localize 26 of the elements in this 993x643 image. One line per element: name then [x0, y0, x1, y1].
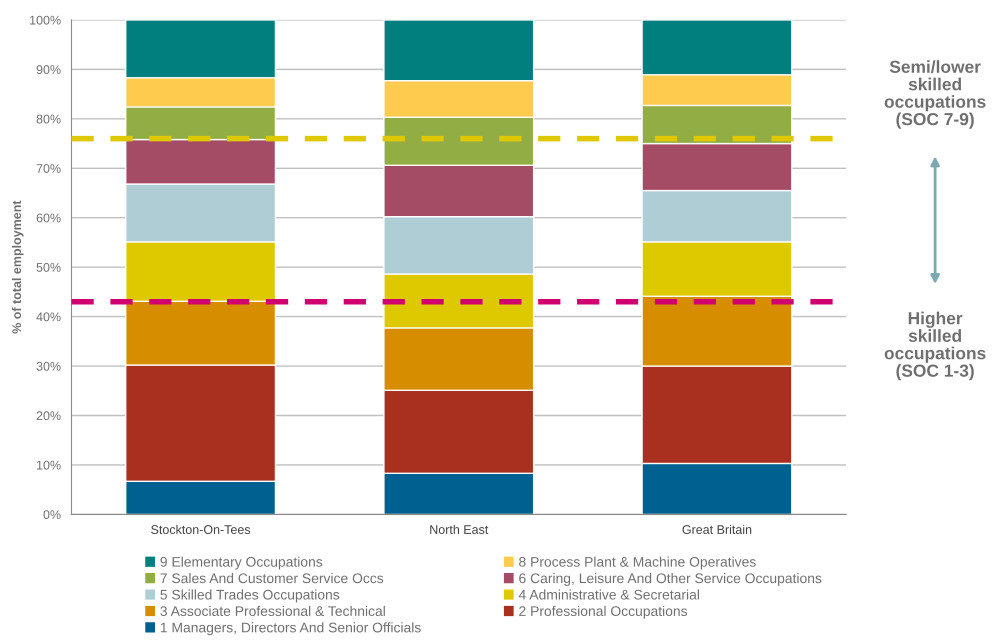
y-tick-label: 90%: [36, 65, 61, 74]
legend-label: 7 Sales And Customer Service Occs: [160, 572, 384, 584]
legend-label: 4 Administrative & Secretarial: [518, 589, 699, 600]
y-tick-label: 100%: [30, 16, 61, 25]
legend-label: 9 Elementary Occupations: [160, 556, 322, 570]
y-tick-label: 50%: [36, 262, 61, 272]
ref-line-label: Higher skilled occupations (SOC 1-3): [884, 312, 986, 380]
y-tick-label: 60%: [36, 214, 61, 222]
legend-label: 1 Managers, Directors And Senior Officials: [160, 622, 421, 636]
y-tick-label: 10%: [37, 460, 61, 470]
y-tick-label: 20%: [36, 411, 61, 420]
legend-label: 8 Process Plant & Machine Operatives: [519, 556, 756, 570]
legend-label: 2 Professional Occupations: [519, 606, 688, 619]
y-tick-label: 80%: [36, 114, 61, 124]
y-tick-label: 70%: [36, 164, 61, 173]
y-axis-title: % of total employment: [12, 200, 24, 334]
y-tick-label: 40%: [36, 312, 61, 322]
x-tick-label: North East: [430, 524, 488, 534]
legend-label: 3 Associate Professional & Technical: [160, 606, 385, 616]
x-tick-label: Great Britain: [682, 524, 752, 534]
legend-label: 6 Caring, Leisure And Other Service Occupations: [519, 572, 822, 586]
legend-label: 5 Skilled Trades Occupations: [160, 589, 340, 602]
y-tick-label: 0%: [44, 510, 61, 520]
y-tick-label: 30%: [36, 362, 61, 371]
ref-line-label: Semi/lower skilled occupations (SOC 7-9): [884, 60, 986, 129]
x-tick-label: Stockton-On-Tees: [151, 524, 250, 534]
